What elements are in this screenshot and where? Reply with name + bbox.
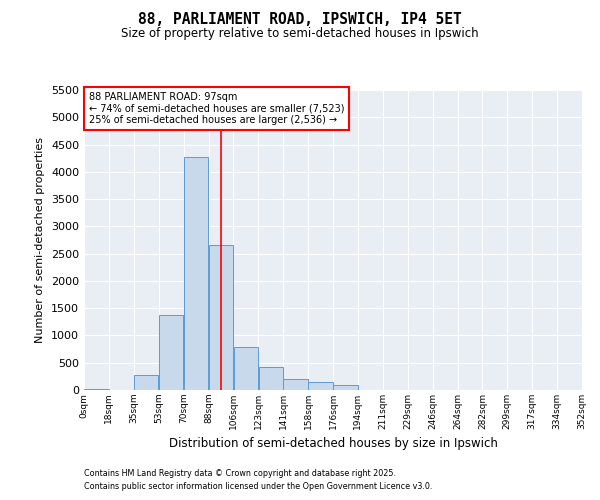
Y-axis label: Number of semi-detached properties: Number of semi-detached properties bbox=[35, 137, 46, 343]
Bar bbox=[184, 156, 208, 390]
Text: Contains public sector information licensed under the Open Government Licence v3: Contains public sector information licen… bbox=[84, 482, 433, 491]
Bar bbox=[134, 374, 158, 390]
Text: Size of property relative to semi-detached houses in Ipswich: Size of property relative to semi-detach… bbox=[121, 28, 479, 40]
X-axis label: Distribution of semi-detached houses by size in Ipswich: Distribution of semi-detached houses by … bbox=[169, 438, 497, 450]
Bar bbox=[283, 378, 308, 390]
Bar bbox=[209, 246, 233, 390]
Bar bbox=[308, 382, 333, 390]
Text: 88 PARLIAMENT ROAD: 97sqm
← 74% of semi-detached houses are smaller (7,523)
25% : 88 PARLIAMENT ROAD: 97sqm ← 74% of semi-… bbox=[89, 92, 344, 124]
Bar bbox=[159, 314, 184, 390]
Bar bbox=[233, 348, 258, 390]
Bar bbox=[333, 385, 358, 390]
Bar bbox=[259, 366, 283, 390]
Text: 88, PARLIAMENT ROAD, IPSWICH, IP4 5ET: 88, PARLIAMENT ROAD, IPSWICH, IP4 5ET bbox=[138, 12, 462, 28]
Text: Contains HM Land Registry data © Crown copyright and database right 2025.: Contains HM Land Registry data © Crown c… bbox=[84, 468, 396, 477]
